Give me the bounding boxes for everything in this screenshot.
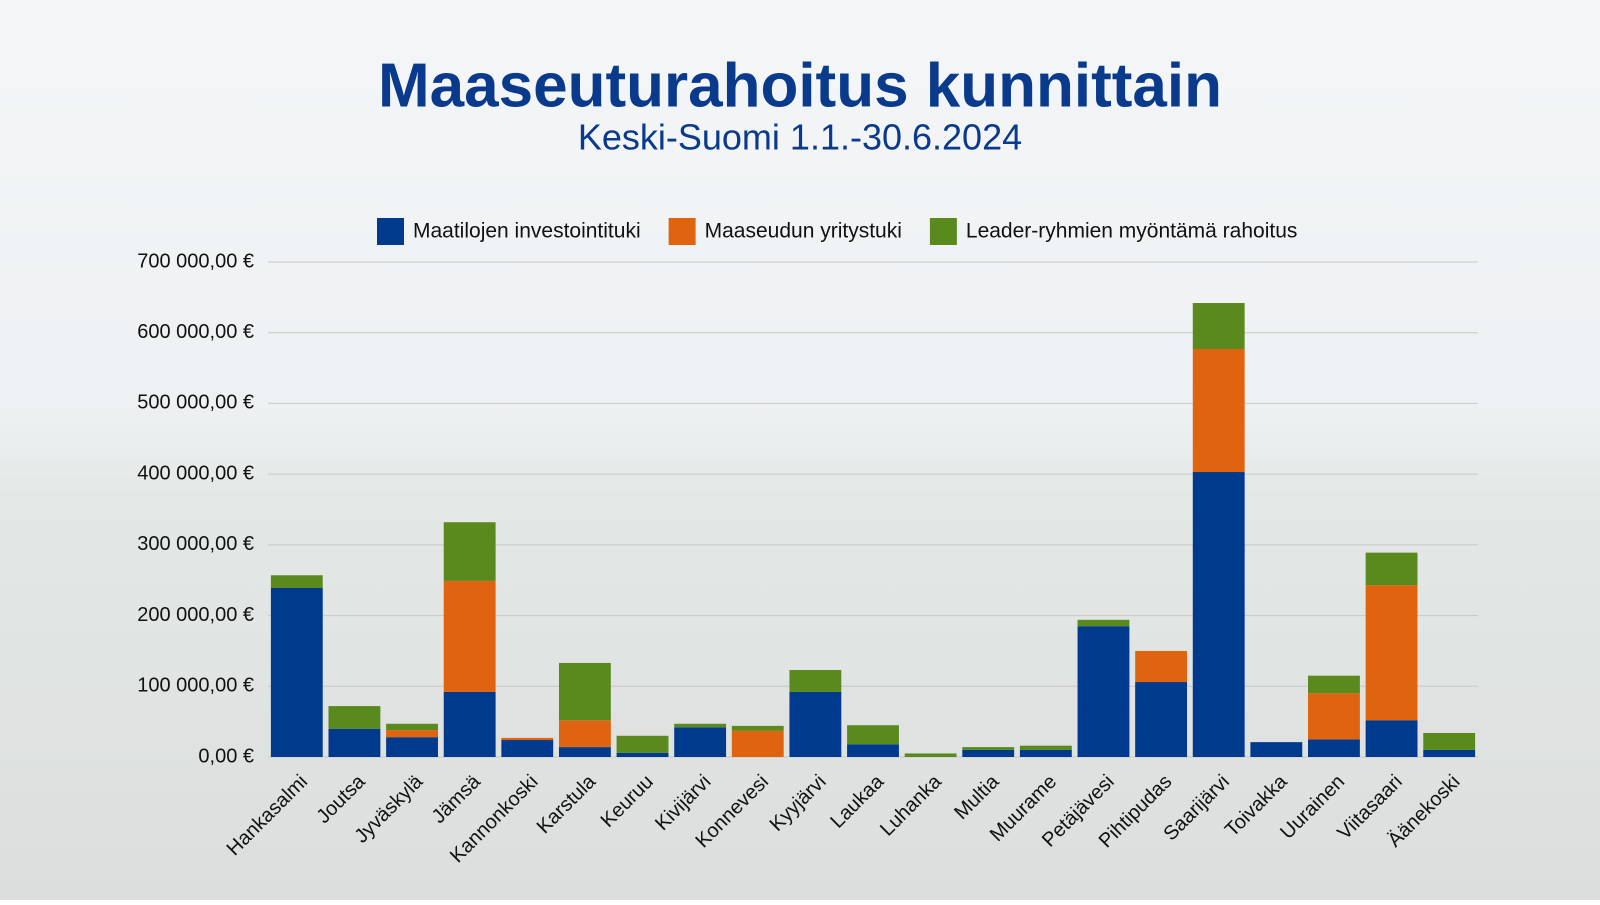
bar-segment <box>1077 626 1130 757</box>
legend-label: Maatilojen investointituki <box>413 220 641 243</box>
bar-segment <box>962 747 1015 750</box>
bar-segment <box>789 670 842 692</box>
bar-segment <box>674 723 727 728</box>
bar-segment <box>962 749 1015 757</box>
y-tick-label: 0,00 € <box>198 745 254 767</box>
chart-subtitle: Keski-Suomi 1.1.-30.6.2024 <box>578 117 1022 158</box>
bar-segment <box>501 737 554 741</box>
bar-segment <box>443 580 496 692</box>
bar-segment <box>1308 739 1360 757</box>
y-tick-label: 600 000,00 € <box>137 321 254 343</box>
bar-segment <box>501 740 554 757</box>
y-tick-label: 500 000,00 € <box>137 392 254 414</box>
bar-segment <box>731 730 784 757</box>
legend-label: Maaseudun yritystuki <box>705 220 902 243</box>
bar-segment <box>1423 732 1476 750</box>
y-tick-label: 400 000,00 € <box>137 462 254 484</box>
bar-segment <box>1365 720 1418 757</box>
y-tick-label: 700 000,00 € <box>137 250 254 272</box>
bar-segment <box>328 706 381 729</box>
bar-segment <box>1135 682 1188 757</box>
bar-segment <box>386 737 438 757</box>
bar-segment <box>386 723 438 731</box>
bar-segment <box>1365 585 1418 721</box>
bar-segment <box>1192 303 1245 349</box>
bar-segment <box>1250 742 1303 757</box>
bar-segment <box>1019 749 1072 757</box>
bar-segment <box>270 587 323 757</box>
legend-swatch <box>377 218 404 245</box>
legend-swatch <box>668 218 696 245</box>
bar-segment <box>847 725 899 745</box>
bar-segment <box>616 752 669 757</box>
bar-segment <box>1308 693 1360 740</box>
chart-title: Maaseuturahoitus kunnittain <box>378 51 1222 120</box>
bar-segment <box>1019 745 1072 750</box>
bar-segment <box>1135 650 1188 683</box>
y-tick-label: 200 000,00 € <box>137 604 254 626</box>
bar-segment <box>558 720 611 748</box>
bar-segment <box>386 730 438 738</box>
bar-segment <box>558 747 611 757</box>
y-tick-label: 300 000,00 € <box>137 533 254 555</box>
bar-segment <box>1192 348 1245 473</box>
legend-label: Leader-ryhmien myöntämä rahoitus <box>966 220 1298 243</box>
legend-swatch <box>929 218 957 245</box>
bar-segment <box>270 575 323 588</box>
y-tick-label: 100 000,00 € <box>137 675 254 697</box>
bar-segment <box>1192 472 1245 757</box>
bar-segment <box>328 728 381 757</box>
bar-segment <box>558 662 611 721</box>
bar-segment <box>1423 749 1476 757</box>
bar-segment <box>443 691 496 757</box>
bar-segment <box>1077 619 1130 627</box>
bar-segment <box>1365 552 1418 586</box>
bar-segment <box>443 522 496 581</box>
bar-segment <box>731 725 784 731</box>
bar-segment <box>847 744 899 757</box>
bar-segment <box>674 727 727 757</box>
bar-segment <box>904 753 957 757</box>
bar-segment <box>1308 675 1360 694</box>
bar-segment <box>789 691 842 757</box>
bar-segment <box>616 735 669 753</box>
